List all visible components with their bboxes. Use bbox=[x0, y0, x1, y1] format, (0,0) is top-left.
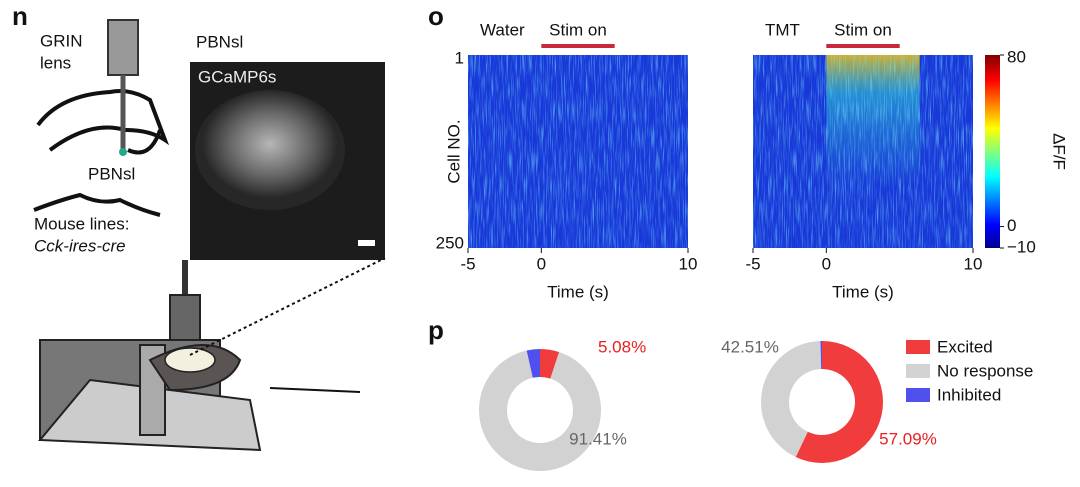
stim-label: Stim on bbox=[834, 20, 892, 39]
heatmap-texture bbox=[468, 55, 688, 248]
donut-segment bbox=[526, 349, 540, 378]
micrograph-signal bbox=[195, 90, 345, 210]
value-label: 57.09% bbox=[879, 429, 937, 448]
legend-swatch bbox=[906, 340, 930, 354]
label: Mouse lines: bbox=[34, 214, 129, 233]
legend-label: Excited bbox=[937, 337, 993, 356]
scale-bar bbox=[358, 240, 375, 246]
donut-segment bbox=[820, 341, 822, 370]
value-label: 42.51% bbox=[721, 337, 779, 356]
legend-label: Inhibited bbox=[937, 385, 1001, 404]
colorbar-tick-label: 0 bbox=[1007, 216, 1016, 235]
micrograph-label: GCaMP6s bbox=[198, 67, 276, 86]
colorbar-tick-label: −10 bbox=[1007, 237, 1036, 256]
heatmap-texture bbox=[753, 55, 973, 248]
legend-label: No response bbox=[937, 361, 1033, 380]
value-label: 91.41% bbox=[569, 429, 627, 448]
value-label: 5.08% bbox=[598, 337, 646, 356]
y-axis-label: Cell NO. bbox=[444, 119, 463, 183]
illustration bbox=[33, 19, 386, 452]
label: lens bbox=[40, 53, 71, 72]
panel-label: p bbox=[428, 315, 444, 345]
colorbar-label: ΔF/F bbox=[1050, 133, 1069, 170]
x-tick-label: -5 bbox=[460, 254, 475, 273]
label: GRIN bbox=[40, 31, 83, 50]
x-tick-label: 10 bbox=[964, 254, 983, 273]
legend-swatch bbox=[906, 364, 930, 378]
x-tick-label: 0 bbox=[537, 254, 546, 273]
donut-segment bbox=[761, 341, 822, 458]
colorbar-tick-label: 80 bbox=[1007, 47, 1026, 66]
legend-swatch bbox=[906, 388, 930, 402]
micrograph-title: PBNsl bbox=[196, 32, 243, 51]
x-tick-label: 10 bbox=[679, 254, 698, 273]
donut-segment bbox=[540, 349, 560, 379]
y-tick-label: 1 bbox=[455, 48, 464, 67]
x-tick-label: -5 bbox=[745, 254, 760, 273]
heatmap-title: Water bbox=[480, 20, 525, 39]
donut-segment bbox=[795, 341, 883, 463]
x-tick-label: 0 bbox=[822, 254, 831, 273]
y-tick-label: 250 bbox=[436, 233, 464, 252]
panel-label: o bbox=[428, 1, 444, 31]
colorbar bbox=[985, 55, 1000, 248]
donut-segment bbox=[479, 350, 602, 471]
label: PBNsl bbox=[88, 164, 135, 183]
panel-label: n bbox=[12, 1, 28, 31]
heatmap-title: TMT bbox=[765, 20, 800, 39]
x-axis-label: Time (s) bbox=[832, 282, 894, 301]
x-axis-label: Time (s) bbox=[547, 282, 609, 301]
label: Cck-ires-cre bbox=[34, 236, 126, 255]
stim-label: Stim on bbox=[549, 20, 607, 39]
